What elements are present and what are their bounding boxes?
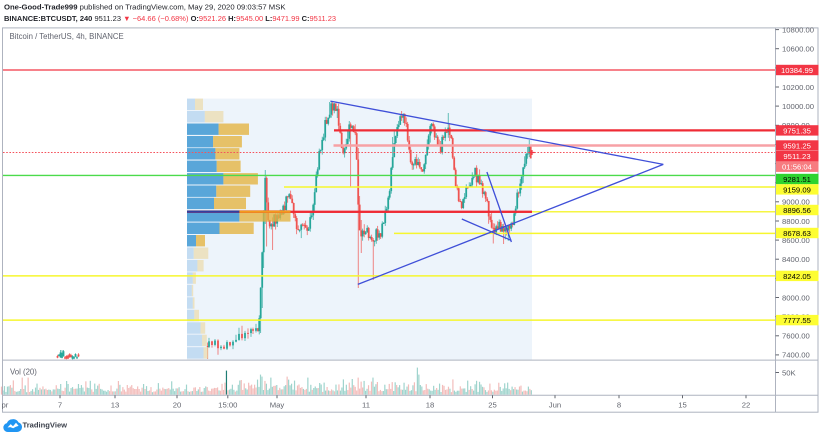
- svg-text:8896.56: 8896.56: [783, 206, 811, 215]
- svg-text:8600.00: 8600.00: [782, 236, 810, 245]
- svg-text:8800.00: 8800.00: [782, 217, 810, 226]
- svg-text:15: 15: [678, 401, 687, 410]
- svg-text:01:56:04: 01:56:04: [782, 163, 813, 172]
- svg-text:25: 25: [488, 401, 497, 410]
- svg-text:BINANCE:BTCUSDT, 240 9511.23 ▼: BINANCE:BTCUSDT, 240 9511.23 ▼ −64.66 (−…: [4, 14, 336, 23]
- svg-text:Bitcoin / TetherUS, 4h, BINANC: Bitcoin / TetherUS, 4h, BINANCE: [10, 32, 124, 41]
- svg-text:9000.00: 9000.00: [782, 198, 810, 207]
- svg-text:8000.00: 8000.00: [782, 293, 810, 302]
- svg-text:10600.00: 10600.00: [782, 45, 814, 54]
- svg-text:50K: 50K: [782, 368, 797, 377]
- svg-text:7600.00: 7600.00: [782, 332, 810, 341]
- svg-text:8242.05: 8242.05: [783, 272, 811, 281]
- svg-text:15:00: 15:00: [218, 401, 237, 410]
- svg-text:10800.00: 10800.00: [782, 25, 814, 34]
- svg-text:TradingView: TradingView: [23, 420, 68, 429]
- svg-text:pr: pr: [2, 401, 9, 410]
- svg-text:9159.09: 9159.09: [783, 185, 811, 194]
- svg-text:8400.00: 8400.00: [782, 255, 810, 264]
- svg-text:7: 7: [58, 401, 62, 410]
- svg-text:9591.25: 9591.25: [783, 141, 811, 150]
- svg-text:22: 22: [742, 401, 751, 410]
- svg-text:10384.99: 10384.99: [781, 66, 813, 75]
- svg-text:13: 13: [111, 401, 120, 410]
- svg-text:10200.00: 10200.00: [782, 83, 814, 92]
- svg-text:9751.35: 9751.35: [783, 126, 811, 135]
- svg-text:8: 8: [617, 401, 621, 410]
- svg-text:9511.23: 9511.23: [783, 152, 810, 161]
- svg-text:18: 18: [426, 401, 435, 410]
- svg-text:7777.55: 7777.55: [783, 316, 811, 325]
- svg-text:10000.00: 10000.00: [782, 102, 814, 111]
- svg-text:May: May: [270, 401, 285, 410]
- svg-text:8678.63: 8678.63: [783, 229, 811, 238]
- svg-text:Vol (20): Vol (20): [10, 368, 37, 377]
- svg-text:11: 11: [362, 401, 370, 410]
- svg-text:One-Good-Trade999 published on: One-Good-Trade999 published on TradingVi…: [4, 3, 286, 12]
- svg-text:20: 20: [173, 401, 182, 410]
- svg-text:Jun: Jun: [549, 401, 561, 410]
- svg-text:9281.51: 9281.51: [783, 175, 811, 184]
- svg-text:7400.00: 7400.00: [782, 351, 810, 360]
